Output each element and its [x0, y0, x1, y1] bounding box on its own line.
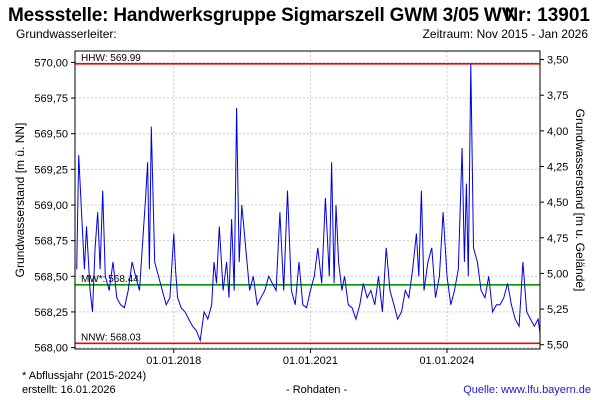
y-right-tick-label-3: 4,25 — [547, 161, 568, 173]
created-date: erstellt: 16.01.2026 — [22, 384, 116, 396]
y-tick-label-0: 568,00 — [34, 343, 68, 355]
x-tick-label-0: 01.01.2018 — [146, 355, 201, 367]
reference-label-2: NNW: 568.03 — [81, 332, 141, 343]
y-tick-label-5: 569,25 — [34, 164, 68, 176]
axis-ticks: 568,00 568,25 568,50 568,75 569,00 569,25 569,… — [34, 55, 568, 367]
y-right-tick-label-5: 4,75 — [547, 233, 568, 245]
y-right-tick-label-7: 5,25 — [547, 304, 568, 316]
grid-lines — [75, 51, 540, 349]
x-tick-label-2: 01.01.2024 — [419, 355, 474, 367]
reference-lines: HHW: 569.99 MW*: 568.44 NNW: 568.03 — [75, 53, 540, 345]
y-tick-label-6: 569,50 — [34, 129, 68, 141]
y-tick-label-3: 568,75 — [34, 236, 68, 248]
y-tick-label-1: 568,25 — [34, 307, 68, 319]
source-link[interactable]: Quelle: www.lfu.bayern.de — [463, 384, 591, 396]
y-right-tick-label-6: 5,00 — [547, 268, 568, 280]
station-number: Nr: 13901 — [504, 5, 590, 26]
reference-label-0: HHW: 569.99 — [81, 53, 141, 64]
y-right-tick-label-1: 3,75 — [547, 90, 568, 102]
aquifer-label: Grundwasserleiter: — [16, 27, 117, 41]
reference-label-1: MW*: 568.44 — [81, 274, 139, 285]
y-axis-title-left: Grundwasserstand [m ü. NN] — [13, 123, 27, 278]
y-right-tick-label-0: 3,50 — [547, 55, 568, 67]
footnote: * Abflussjahr (2015-2024) — [22, 370, 147, 382]
y-axis-title-right: Grundwasserstand [m u. Gelände] — [573, 109, 587, 292]
y-right-tick-label-2: 4,00 — [547, 126, 568, 138]
rawdata-note: - Rohdaten - — [286, 384, 348, 396]
y-tick-label-7: 569,75 — [34, 93, 68, 105]
x-tick-label-1: 01.01.2021 — [283, 355, 338, 367]
y-tick-label-4: 569,00 — [34, 200, 68, 212]
y-right-tick-label-4: 4,50 — [547, 197, 568, 209]
y-tick-label-8: 570,00 — [34, 57, 68, 69]
chart-title: Messstelle: Handwerksgruppe Sigmarszell … — [8, 5, 515, 26]
plot-frame — [74, 50, 541, 350]
groundwater-level-line — [76, 63, 541, 343]
period-label: Zeitraum: Nov 2015 - Jan 2026 — [422, 27, 588, 41]
y-tick-label-2: 568,50 — [34, 271, 68, 283]
y-right-tick-label-8: 5,50 — [547, 340, 568, 352]
plot-background — [75, 51, 540, 349]
